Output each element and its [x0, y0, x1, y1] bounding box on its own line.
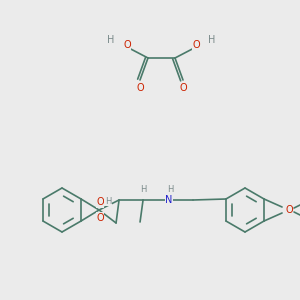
Text: H: H: [140, 185, 146, 194]
Text: H: H: [107, 35, 115, 45]
Text: O: O: [285, 205, 293, 215]
Text: O: O: [285, 205, 293, 215]
Text: O: O: [96, 197, 104, 207]
Text: H: H: [208, 35, 216, 45]
Text: O: O: [192, 40, 200, 50]
Text: O: O: [179, 83, 187, 93]
Text: O: O: [96, 213, 104, 223]
Text: H: H: [167, 185, 173, 194]
Text: O: O: [123, 40, 131, 50]
Text: O: O: [136, 83, 144, 93]
Text: H: H: [105, 196, 111, 206]
Text: N: N: [165, 195, 173, 205]
